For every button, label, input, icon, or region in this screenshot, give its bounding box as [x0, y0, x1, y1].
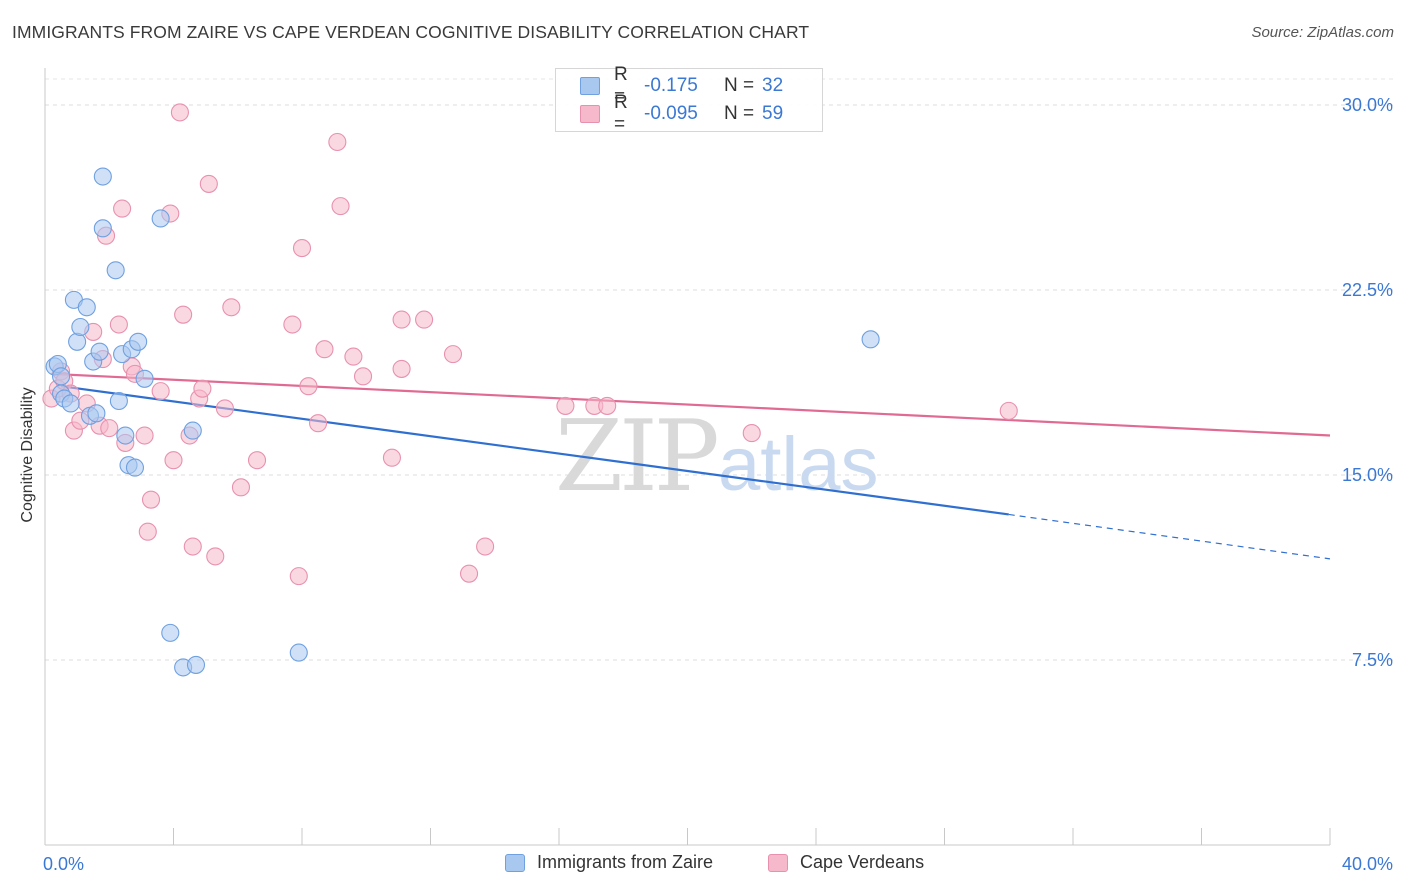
chart-title: IMMIGRANTS FROM ZAIRE VS CAPE VERDEAN CO…	[12, 22, 810, 42]
data-point	[109, 391, 128, 411]
legend-n-label: N =	[724, 103, 755, 124]
data-point	[77, 298, 96, 317]
data-point	[164, 451, 183, 470]
data-point	[161, 623, 180, 642]
data-point	[289, 643, 308, 662]
data-point	[344, 347, 363, 366]
trend-line-1	[51, 372, 1331, 437]
legend-item-zaire[interactable]: Immigrants from Zaire	[505, 852, 713, 873]
watermark: ZIP atlas	[555, 400, 879, 514]
legend-r-label: R =	[614, 92, 628, 135]
data-point	[183, 537, 202, 556]
source-label: Source: ZipAtlas.com	[1251, 24, 1394, 41]
data-point	[116, 426, 135, 445]
legend-swatch-cape-verdeans	[768, 853, 788, 872]
data-point	[174, 305, 193, 324]
legend-swatch-cape-verdeans	[580, 105, 600, 123]
x-tick-label: 40.0%	[1342, 854, 1393, 874]
tick-labels: 7.5% 15.0% 22.5% 30.0% 0.0% 40.0%	[43, 95, 1393, 874]
data-point	[742, 424, 761, 443]
legend-item-cape-verdeans[interactable]: Cape Verdeans	[768, 852, 924, 873]
data-point	[247, 451, 267, 470]
data-point	[193, 379, 212, 398]
data-point	[861, 330, 880, 349]
data-point	[183, 421, 202, 440]
data-point	[93, 167, 112, 186]
data-point	[109, 315, 128, 334]
correlation-legend: R = -0.175 N = 32 R = -0.095 N = 59	[555, 64, 823, 135]
data-point	[100, 419, 119, 438]
data-point	[151, 209, 170, 228]
y-tick-label: 15.0%	[1342, 465, 1393, 485]
data-point	[199, 174, 218, 193]
data-point	[476, 537, 495, 556]
legend-label-zaire: Immigrants from Zaire	[537, 852, 714, 872]
data-points	[42, 103, 1018, 677]
data-point	[556, 396, 575, 415]
legend-r-value: -0.175	[644, 75, 698, 96]
axes	[44, 68, 1331, 846]
data-point	[87, 404, 106, 423]
data-point	[129, 332, 148, 351]
series-legend: Immigrants from Zaire Cape Verdeans	[0, 852, 1406, 878]
legend-swatch-zaire	[580, 77, 600, 95]
data-point	[415, 310, 434, 329]
legend-r-value: -0.095	[644, 103, 698, 124]
legend-n-value: 59	[762, 103, 784, 124]
legend-swatch-zaire	[505, 853, 525, 872]
data-point	[382, 448, 402, 467]
data-point	[222, 298, 241, 317]
data-point	[598, 396, 617, 415]
data-point	[443, 345, 463, 364]
data-point	[353, 367, 373, 386]
data-point	[141, 490, 161, 509]
data-point	[61, 394, 80, 413]
data-point	[206, 547, 225, 566]
data-point	[289, 567, 308, 586]
data-point	[68, 332, 87, 351]
data-point	[283, 315, 302, 334]
y-tick-label: 7.5%	[1352, 650, 1393, 670]
data-point	[292, 239, 312, 258]
legend-label-cape-verdeans: Cape Verdeans	[800, 852, 925, 872]
data-point	[315, 340, 334, 359]
x-tick-label: 0.0%	[43, 854, 84, 874]
data-point	[459, 564, 479, 583]
y-tick-label: 22.5%	[1342, 280, 1393, 300]
data-point	[106, 261, 125, 280]
data-point	[299, 377, 318, 396]
legend-r-label: R =	[614, 64, 628, 107]
data-point	[135, 369, 154, 388]
legend-row-cape-verdeans: R = -0.095 N = 59	[580, 92, 784, 135]
trend-line-extension-0	[1008, 513, 1331, 560]
gridlines	[45, 78, 1393, 661]
data-point	[328, 132, 347, 152]
data-point	[138, 522, 157, 541]
data-point	[52, 367, 71, 386]
legend-row-zaire: R = -0.175 N = 32	[580, 64, 784, 107]
data-point	[170, 103, 189, 122]
data-point	[113, 199, 132, 218]
data-point	[125, 458, 144, 477]
data-point	[309, 414, 328, 433]
y-tick-label: 30.0%	[1342, 95, 1393, 115]
data-point	[186, 655, 206, 674]
data-point	[135, 426, 154, 445]
data-point	[151, 382, 170, 401]
data-point	[215, 399, 234, 418]
data-point	[93, 219, 112, 238]
data-point	[331, 197, 350, 216]
data-point	[392, 310, 411, 329]
data-point	[71, 317, 90, 337]
data-point	[999, 401, 1018, 420]
data-point	[392, 359, 411, 378]
legend-n-value: 32	[762, 75, 784, 96]
legend-n-label: N =	[724, 75, 755, 96]
data-point	[90, 342, 109, 361]
data-point	[231, 478, 251, 497]
